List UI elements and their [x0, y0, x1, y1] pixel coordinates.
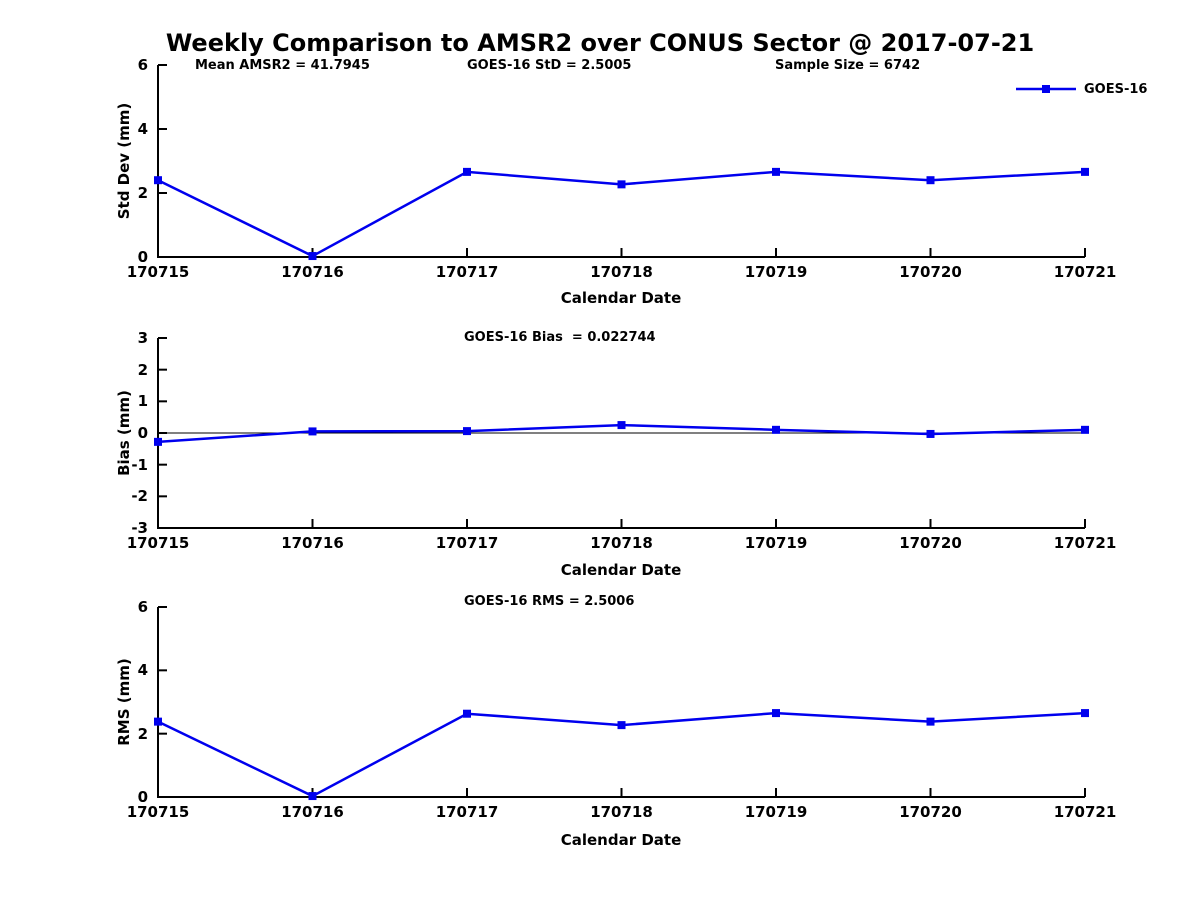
x-tick-label: 170720	[899, 263, 962, 281]
x-axis-label-stddev: Calendar Date	[560, 289, 682, 307]
x-tick-label: 170715	[126, 263, 190, 281]
data-point-marker	[154, 717, 162, 726]
x-tick-label: 170716	[281, 803, 344, 821]
x-tick-label: 170718	[590, 803, 653, 821]
y-tick-label: -3	[131, 519, 148, 537]
y-tick-label: 2	[137, 360, 148, 379]
y-tick-label: -2	[131, 487, 148, 506]
y-tick-label: 1	[137, 392, 148, 411]
x-tick-label: 170715	[126, 534, 190, 552]
axis-line	[157, 65, 1085, 258]
data-point-marker	[926, 717, 935, 726]
y-tick-label: 4	[137, 661, 148, 680]
data-point-marker	[617, 721, 626, 730]
data-point-marker	[463, 709, 471, 718]
axis-line	[157, 607, 1085, 798]
x-tick-label: 170719	[744, 534, 808, 552]
y-tick-label: 2	[137, 184, 148, 202]
x-tick-label: 170718	[590, 263, 653, 281]
data-point-marker	[926, 429, 935, 438]
annotation-sample-size: Sample Size = 6742	[775, 58, 921, 73]
x-tick-label: 170721	[1053, 803, 1117, 821]
data-point-marker	[772, 167, 780, 176]
x-tick-label: 170720	[899, 803, 962, 821]
x-tick-label: 170716	[281, 534, 344, 552]
data-point-marker	[772, 425, 780, 434]
data-point-marker	[926, 176, 935, 185]
x-tick-label: 170717	[435, 803, 499, 821]
y-tick-label: 0	[137, 424, 148, 442]
annotation-goes-rms: GOES-16 RMS = 2.5006	[464, 594, 635, 609]
x-axis-label-bias: Calendar Date	[560, 561, 682, 579]
x-tick-label: 170720	[899, 534, 962, 552]
data-point-marker	[463, 427, 471, 436]
y-tick-label: 0	[137, 248, 148, 266]
data-point-marker	[154, 437, 162, 446]
y-tick-label: 6	[137, 598, 148, 616]
y-tick-label: 2	[137, 724, 148, 743]
data-point-marker	[1081, 709, 1089, 718]
data-point-marker	[1081, 167, 1089, 176]
annotation-goes-bias: GOES-16 Bias = 0.022744	[464, 330, 656, 345]
x-tick-label: 170717	[435, 534, 499, 552]
x-tick-label: 170718	[590, 534, 653, 552]
y-tick-label: 0	[137, 788, 148, 806]
x-tick-label: 170715	[126, 803, 190, 821]
data-point-marker	[617, 180, 626, 189]
legend: GOES-16	[1015, 81, 1147, 97]
data-point-marker	[772, 709, 780, 718]
chart-title: Weekly Comparison to AMSR2 over CONUS Se…	[165, 29, 1035, 57]
data-point-marker	[617, 421, 626, 430]
x-tick-label: 170716	[281, 263, 344, 281]
legend-label: GOES-16	[1084, 81, 1148, 97]
y-tick-label: 3	[137, 329, 148, 347]
x-tick-label: 170721	[1053, 534, 1117, 552]
y-tick-label: 6	[137, 56, 148, 74]
data-point-marker	[154, 176, 162, 185]
data-point-marker	[1081, 425, 1089, 434]
data-point-marker	[308, 792, 317, 801]
data-point-marker	[308, 427, 317, 436]
x-tick-label: 170719	[744, 803, 808, 821]
x-axis-label-rms: Calendar Date	[560, 831, 682, 849]
y-tick-label: -1	[131, 455, 148, 474]
y-tick-label: 4	[137, 120, 148, 138]
x-tick-label: 170719	[744, 263, 808, 281]
annotation-mean-amsr2: Mean AMSR2 = 41.7945	[195, 58, 370, 73]
annotation-goes-std: GOES-16 StD = 2.5005	[467, 58, 632, 73]
x-tick-label: 170721	[1053, 263, 1117, 281]
data-point-marker	[308, 252, 317, 261]
data-point-marker	[463, 167, 471, 176]
legend-line-marker-icon	[1016, 85, 1076, 93]
x-tick-label: 170717	[435, 263, 499, 281]
